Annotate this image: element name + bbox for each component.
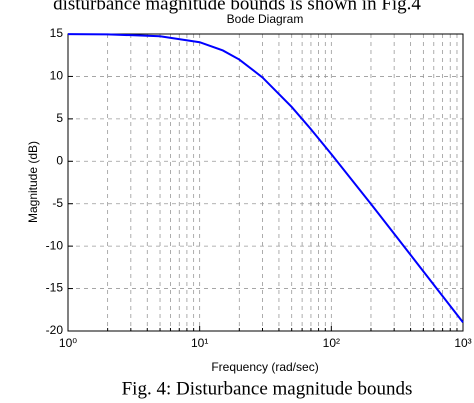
plot-area: 10⁰ 10¹ 10² 10³ -20 -15 -10 -5 0 5 10 15 — [46, 26, 472, 350]
x-tick-label: 10² — [323, 336, 340, 350]
y-axis-label: Magnitude (dB) — [26, 141, 40, 223]
body-text: disturbance magnitude bounds is shown in… — [53, 0, 421, 14]
y-tick-label: 0 — [56, 153, 63, 167]
y-tick-label: -15 — [46, 281, 64, 295]
data-line — [67, 33, 464, 323]
x-axis-label: Frequency (rad/sec) — [211, 360, 318, 374]
y-tick-label: -10 — [46, 238, 64, 252]
y-tick-label: 10 — [50, 69, 64, 83]
x-tick-label: 10³ — [454, 336, 471, 350]
plot-frame — [67, 33, 464, 332]
chart-title: Bode Diagram — [227, 12, 304, 26]
x-tick-label: 10⁰ — [59, 336, 77, 350]
caption: Fig. 4: Disturbance magnitude bounds — [122, 378, 413, 399]
y-tick-label: 5 — [56, 111, 63, 125]
y-tick-label: -5 — [52, 196, 63, 210]
y-tick-label: 15 — [50, 26, 64, 40]
y-tick-label: -20 — [46, 323, 64, 337]
x-tick-label: 10¹ — [191, 336, 208, 350]
